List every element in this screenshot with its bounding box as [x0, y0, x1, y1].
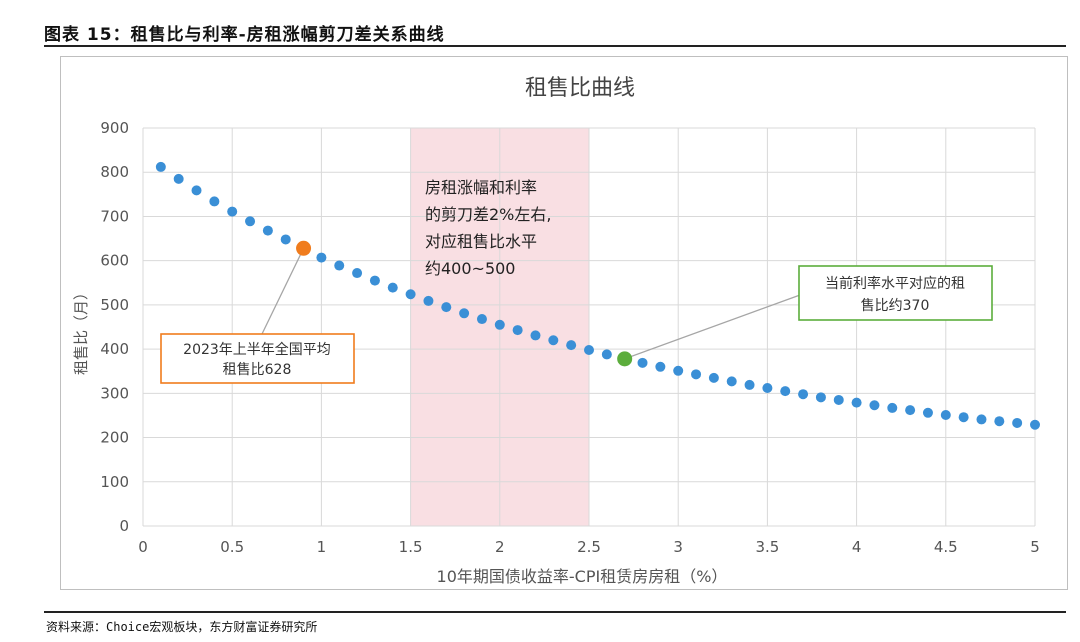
- region-annotation-line: 约400~500: [425, 259, 516, 278]
- data-point: [405, 289, 416, 300]
- x-tick-label: 5: [1030, 538, 1040, 556]
- callout-line-green: [624, 294, 801, 360]
- data-point: [530, 330, 541, 341]
- data-point: [851, 397, 862, 408]
- data-point: [494, 319, 505, 330]
- x-tick-label: 0: [138, 538, 148, 556]
- data-point: [940, 410, 951, 421]
- data-point: [691, 369, 702, 380]
- data-point: [584, 344, 594, 355]
- x-tick-label: 2.5: [577, 538, 601, 556]
- data-point: [173, 173, 184, 184]
- orange-callout-line: 2023年上半年全国平均: [183, 341, 331, 358]
- orange-callout-line: 租售比628: [223, 362, 292, 378]
- data-point: [1012, 417, 1023, 428]
- axis-layer: 0 0.5 1 1.5 2 2.5 3 3.5 4 4.5 5 0 100 200 300 400 500 600…: [100, 119, 1039, 556]
- data-point: [637, 357, 648, 368]
- y-axis-label: 租售比（月）: [72, 285, 90, 375]
- data-point: [316, 252, 327, 263]
- data-point: [922, 407, 933, 418]
- y-tick-label: 300: [100, 384, 129, 402]
- data-point: [441, 302, 452, 313]
- data-point: [833, 394, 844, 405]
- data-point: [726, 376, 737, 387]
- data-point: [601, 349, 612, 360]
- data-point: [994, 416, 1005, 427]
- x-tick-label: 2: [495, 538, 505, 556]
- data-point: [209, 196, 220, 207]
- highlight-point: [617, 351, 633, 367]
- points-layer: [155, 161, 1040, 430]
- region-annotation-line: 房租涨幅和利率: [425, 178, 537, 197]
- x-tick-label: 3: [673, 538, 683, 556]
- data-point: [673, 365, 684, 376]
- data-point: [352, 268, 363, 279]
- data-point: [387, 282, 398, 293]
- data-point: [369, 275, 380, 286]
- data-point: [798, 389, 809, 400]
- data-point: [976, 414, 987, 425]
- data-point: [744, 379, 755, 390]
- data-point: [155, 161, 166, 172]
- data-point: [334, 260, 345, 271]
- y-tick-label: 700: [100, 207, 129, 225]
- data-point: [280, 234, 291, 245]
- y-tick-label: 100: [100, 473, 129, 491]
- y-tick-label: 900: [100, 119, 129, 137]
- x-tick-label: 0.5: [220, 538, 244, 556]
- data-point: [1030, 419, 1040, 430]
- bottom-rule: [44, 611, 1066, 613]
- y-tick-label: 400: [100, 340, 129, 358]
- data-point: [476, 314, 487, 325]
- y-tick-label: 600: [100, 252, 129, 270]
- chart-frame: [60, 56, 1068, 590]
- top-rule: [44, 45, 1066, 47]
- y-tick-label: 500: [100, 296, 129, 314]
- data-point: [227, 206, 238, 217]
- green-callout-line: 当前利率水平对应的租: [825, 275, 965, 292]
- chart-title: 租售比曲线: [525, 76, 635, 101]
- figure-title: 图表 15：租售比与利率-房租涨幅剪刀差关系曲线: [44, 25, 445, 45]
- data-point: [780, 386, 791, 397]
- data-point: [459, 308, 470, 319]
- y-tick-label: 800: [100, 163, 129, 181]
- orange-callout-box: [160, 333, 355, 384]
- data-point: [262, 225, 273, 236]
- data-point: [548, 335, 559, 346]
- data-point: [512, 325, 523, 336]
- data-point: [815, 392, 826, 403]
- data-point: [869, 400, 880, 411]
- y-tick-label: 200: [100, 429, 129, 447]
- x-tick-label: 1: [317, 538, 327, 556]
- data-point: [655, 361, 666, 372]
- highlight-point: [296, 240, 312, 256]
- x-tick-label: 3.5: [755, 538, 779, 556]
- data-point: [191, 185, 202, 196]
- data-point: [423, 295, 434, 306]
- x-tick-label: 1.5: [399, 538, 423, 556]
- data-point: [887, 402, 898, 413]
- region-annotation-line: 的剪刀差2%左右,: [425, 205, 551, 224]
- data-point: [566, 340, 577, 351]
- source-note: 资料来源：Choice宏观板块，东方财富证券研究所: [46, 620, 318, 634]
- data-point: [245, 216, 256, 227]
- x-axis-label: 10年期国债收益率-CPI租赁房房租（%）: [437, 567, 728, 586]
- region-annotation-line: 对应租售比水平: [425, 232, 537, 251]
- data-point: [958, 412, 969, 423]
- callout-line-orange: [261, 248, 305, 335]
- green-callout-line: 售比约370: [861, 298, 930, 314]
- callout-lines: [261, 248, 801, 360]
- data-point: [708, 372, 719, 383]
- grid-layer: [142, 127, 1036, 527]
- green-callout-box: [798, 265, 993, 321]
- y-tick-label: 0: [119, 517, 129, 535]
- data-point: [905, 405, 916, 416]
- x-tick-label: 4: [852, 538, 862, 556]
- data-point: [762, 383, 773, 394]
- x-tick-label: 4.5: [934, 538, 958, 556]
